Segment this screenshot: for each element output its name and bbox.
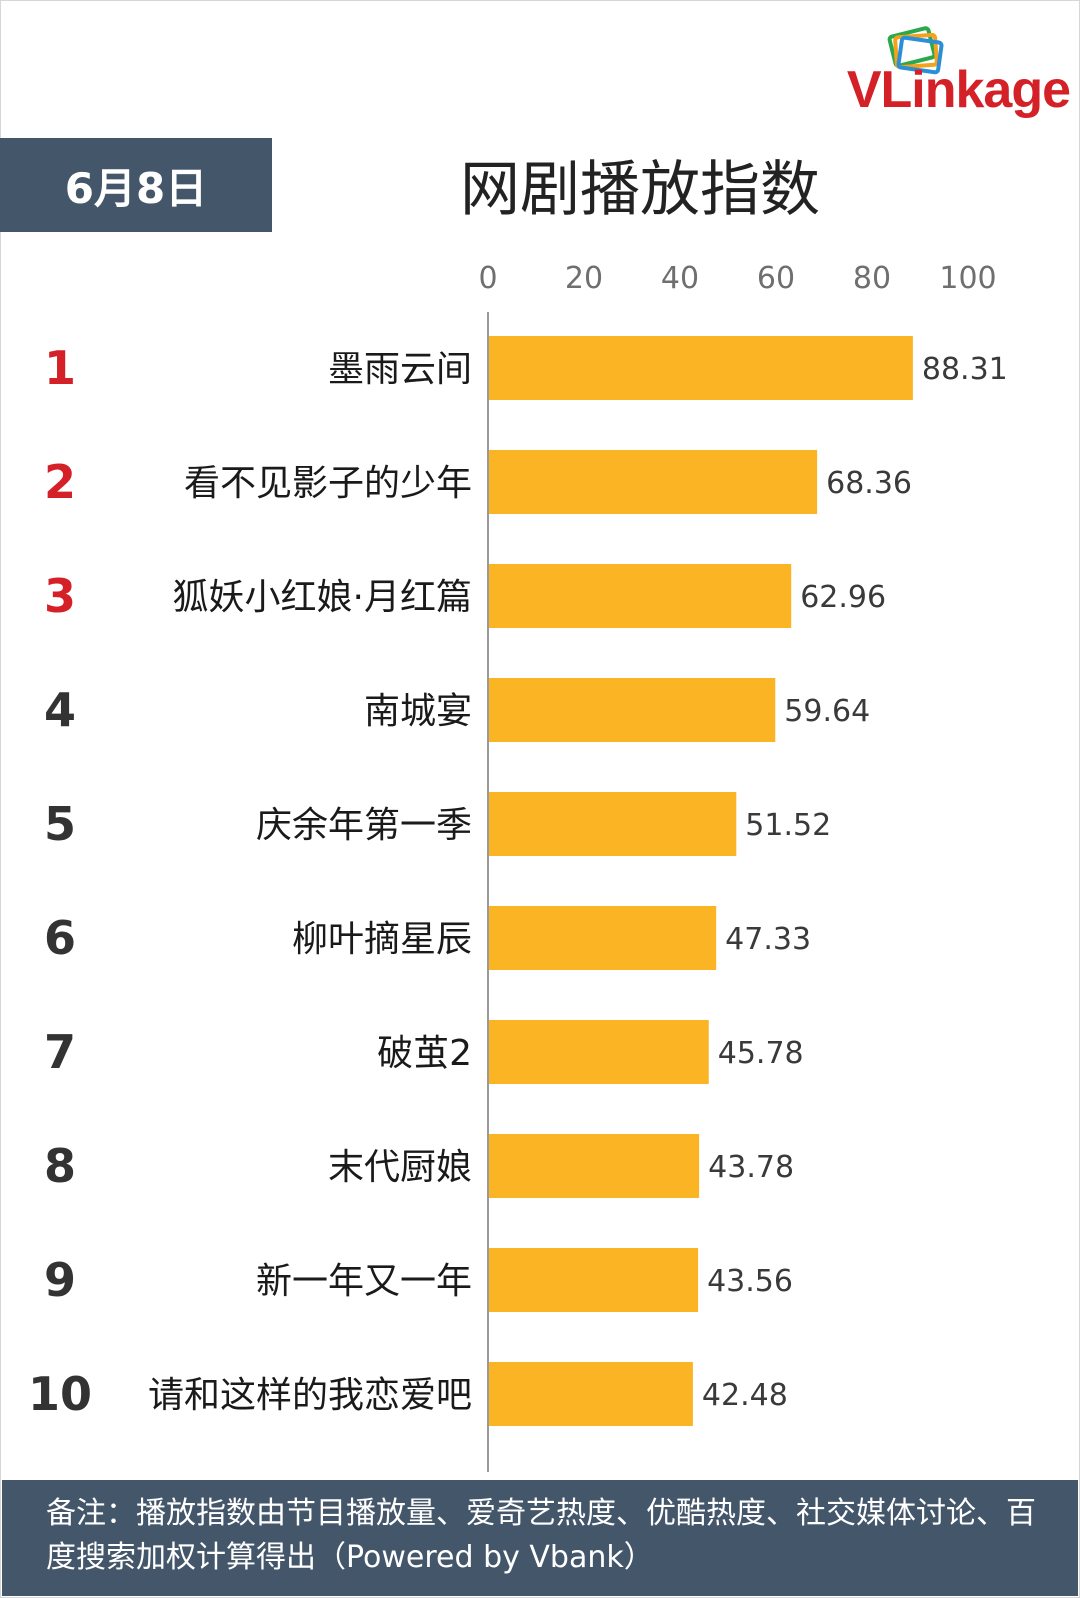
category-label: 狐妖小红娘·月红篇 [173,577,472,618]
bar [489,792,737,856]
bar [489,1248,699,1312]
x-tick-label: 100 [939,261,996,296]
data-label: 45.78 [718,1036,804,1071]
data-label: 43.56 [707,1264,793,1299]
rank-number: 10 [28,1367,92,1421]
data-label: 62.96 [800,580,886,615]
bar [489,678,776,742]
bar [489,906,717,970]
data-label: 47.33 [725,922,811,957]
rank-number: 6 [44,911,76,965]
data-label: 42.48 [702,1378,788,1413]
data-label: 51.52 [745,808,831,843]
logo-wordmark: VLinkage [846,61,1071,119]
category-label: 新一年又一年 [256,1261,472,1302]
x-tick-label: 60 [757,261,795,296]
category-label: 破茧2 [377,1033,472,1074]
x-tick-label: 20 [565,261,603,296]
logo-cards-icon [887,26,944,75]
chart-title: 网剧播放指数 [460,155,820,225]
data-label: 59.64 [784,694,870,729]
date-tag: 6月8日 [0,138,272,232]
category-label: 墨雨云间 [328,349,472,390]
rank-number: 4 [44,683,76,737]
category-label: 柳叶摘星辰 [292,919,472,960]
footer-note: 备注：播放指数由节目播放量、爱奇艺热度、优酷热度、社交媒体讨论、百度搜索加权计算… [2,1480,1078,1596]
rank-number: 8 [44,1139,76,1193]
x-tick-label: 40 [661,261,699,296]
rank-number: 5 [44,797,76,851]
rank-number: 9 [44,1253,76,1307]
bar-chart: 0 20 40 60 80 100 88.31 墨雨云间 1 68.36 看不见影子的少年 2 62.9… [28,261,1008,1472]
category-label: 请和这样的我恋爱吧 [148,1375,472,1416]
category-label: 末代厨娘 [328,1147,472,1188]
x-tick-label: 80 [853,261,891,296]
x-tick-label: 0 [478,261,497,296]
data-label: 43.78 [708,1150,794,1185]
vlinkage-logo: VLinkage [820,22,1071,122]
category-label: 南城宴 [364,691,472,732]
bar [489,564,792,628]
bar [489,1362,693,1426]
data-label: 88.31 [922,352,1008,387]
category-label: 庆余年第一季 [256,805,472,846]
rank-number: 1 [44,341,76,395]
category-label: 看不见影子的少年 [184,463,472,504]
bar [489,336,913,400]
rank-number: 2 [44,455,76,509]
data-label: 68.36 [826,466,912,501]
bar [489,1020,709,1084]
bar [489,450,818,514]
rank-number: 3 [44,569,76,623]
bar [489,1134,700,1198]
rank-number: 7 [44,1025,76,1079]
